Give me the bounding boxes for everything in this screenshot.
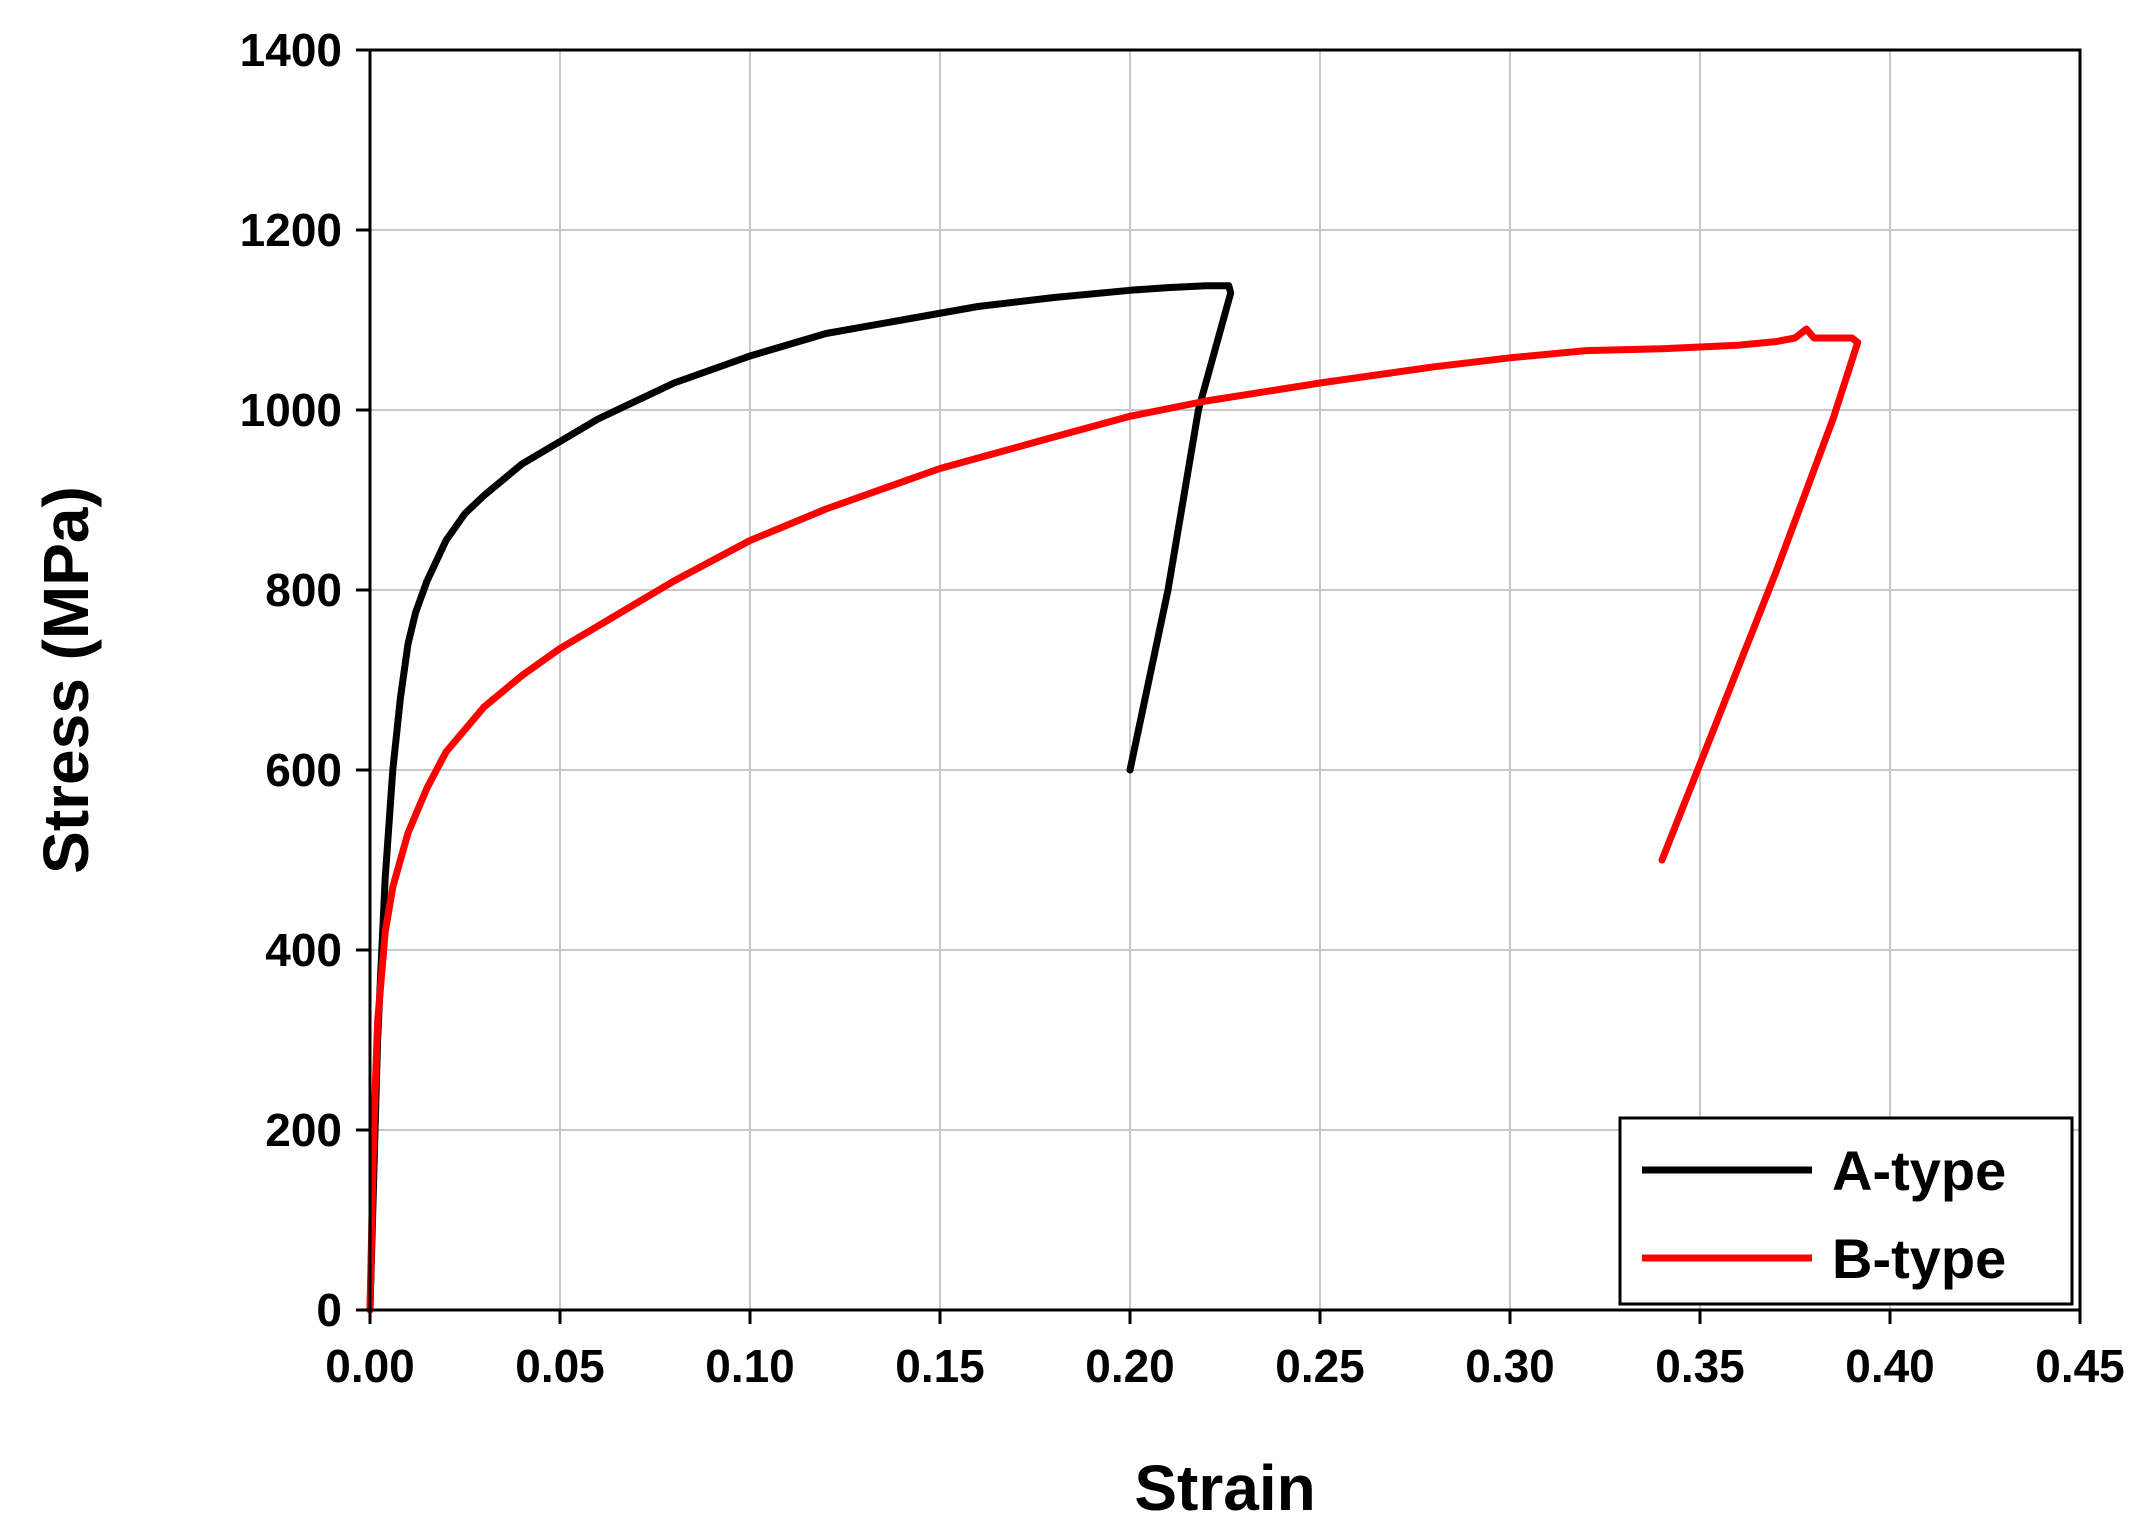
legend-label: B-type <box>1832 1227 2006 1290</box>
series-line-a-type <box>366 282 1235 1314</box>
series-line-b-type <box>366 325 1862 1314</box>
y-tick-label: 800 <box>265 564 342 616</box>
x-tick-labels: 0.00 0.05 0.10 0.15 0.20 0.25 0.30 0.35 0.40 0.45 <box>325 1340 2125 1392</box>
x-tick-label: 0.15 <box>895 1340 985 1392</box>
series-lines <box>366 282 1862 1314</box>
x-tick-label: 0.35 <box>1655 1340 1745 1392</box>
x-tick-label: 0.20 <box>1085 1340 1175 1392</box>
x-tick-label: 0.45 <box>2035 1340 2125 1392</box>
legend: A-type B-type <box>1618 1116 2074 1306</box>
x-tick-label: 0.10 <box>705 1340 795 1392</box>
legend-label: A-type <box>1832 1139 2006 1202</box>
y-tick-label: 1000 <box>240 384 342 436</box>
legend-box <box>1618 1116 2074 1306</box>
x-axis-title: Strain <box>1134 1452 1315 1524</box>
plot-frame <box>368 48 2082 1312</box>
y-tick-labels: 0 200 400 600 800 1000 1200 1400 <box>240 24 342 1336</box>
x-tick-label: 0.00 <box>325 1340 415 1392</box>
x-tick-label: 0.40 <box>1845 1340 1935 1392</box>
y-tick-label: 0 <box>316 1284 342 1336</box>
y-axis-title: Stress (MPa) <box>30 486 102 874</box>
axis-ticks <box>356 48 2082 1324</box>
x-tick-label: 0.30 <box>1465 1340 1555 1392</box>
y-tick-label: 200 <box>265 1104 342 1156</box>
y-tick-label: 400 <box>265 924 342 976</box>
x-tick-label: 0.05 <box>515 1340 605 1392</box>
y-tick-label: 1400 <box>240 24 342 76</box>
y-tick-label: 600 <box>265 744 342 796</box>
y-tick-label: 1200 <box>240 204 342 256</box>
x-tick-label: 0.25 <box>1275 1340 1365 1392</box>
